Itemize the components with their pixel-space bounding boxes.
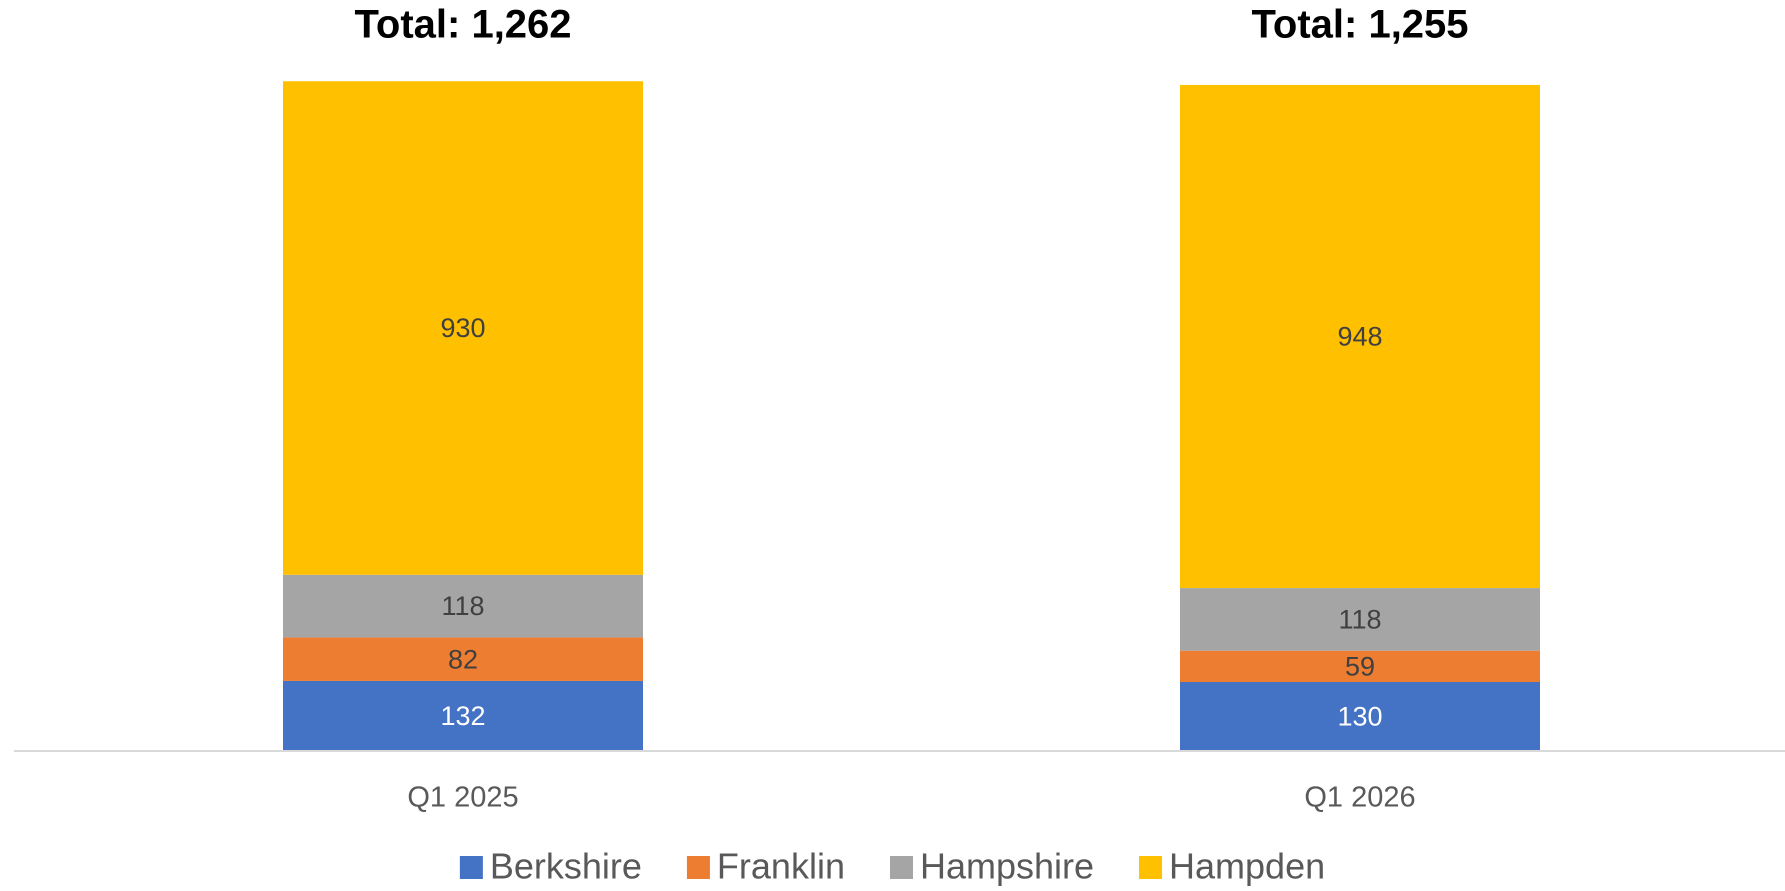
x-tick-label: Q1 2026	[1304, 782, 1415, 814]
legend-swatch	[889, 856, 913, 879]
data-label: 930	[440, 313, 485, 343]
legend-label: Hampshire	[920, 846, 1094, 887]
data-label: 132	[440, 701, 485, 731]
data-label: 82	[448, 644, 478, 674]
data-label: 948	[1337, 322, 1382, 352]
bar-segment	[283, 574, 643, 638]
total-label: Total: 1,255	[1251, 3, 1468, 47]
bar-segment	[283, 81, 643, 575]
data-label: 130	[1337, 702, 1382, 732]
data-label: 118	[1338, 605, 1381, 635]
total-label: Total: 1,262	[354, 3, 571, 47]
data-label: 59	[1345, 651, 1375, 681]
legend-swatch	[1139, 856, 1163, 879]
legend-label: Franklin	[717, 846, 845, 887]
bar-segment	[283, 637, 643, 681]
legend-swatch	[686, 856, 710, 879]
bar-segment	[1180, 650, 1540, 683]
data-label: 118	[441, 591, 484, 621]
bar-segment	[1180, 682, 1540, 751]
bar-segment	[1180, 588, 1540, 651]
legend-swatch	[459, 856, 483, 879]
legend-label: Berkshire	[490, 846, 642, 887]
legend-label: Hampden	[1169, 846, 1325, 887]
x-tick-label: Q1 2025	[407, 782, 518, 814]
bar-segment	[283, 680, 643, 751]
bar-segment	[1180, 84, 1540, 589]
